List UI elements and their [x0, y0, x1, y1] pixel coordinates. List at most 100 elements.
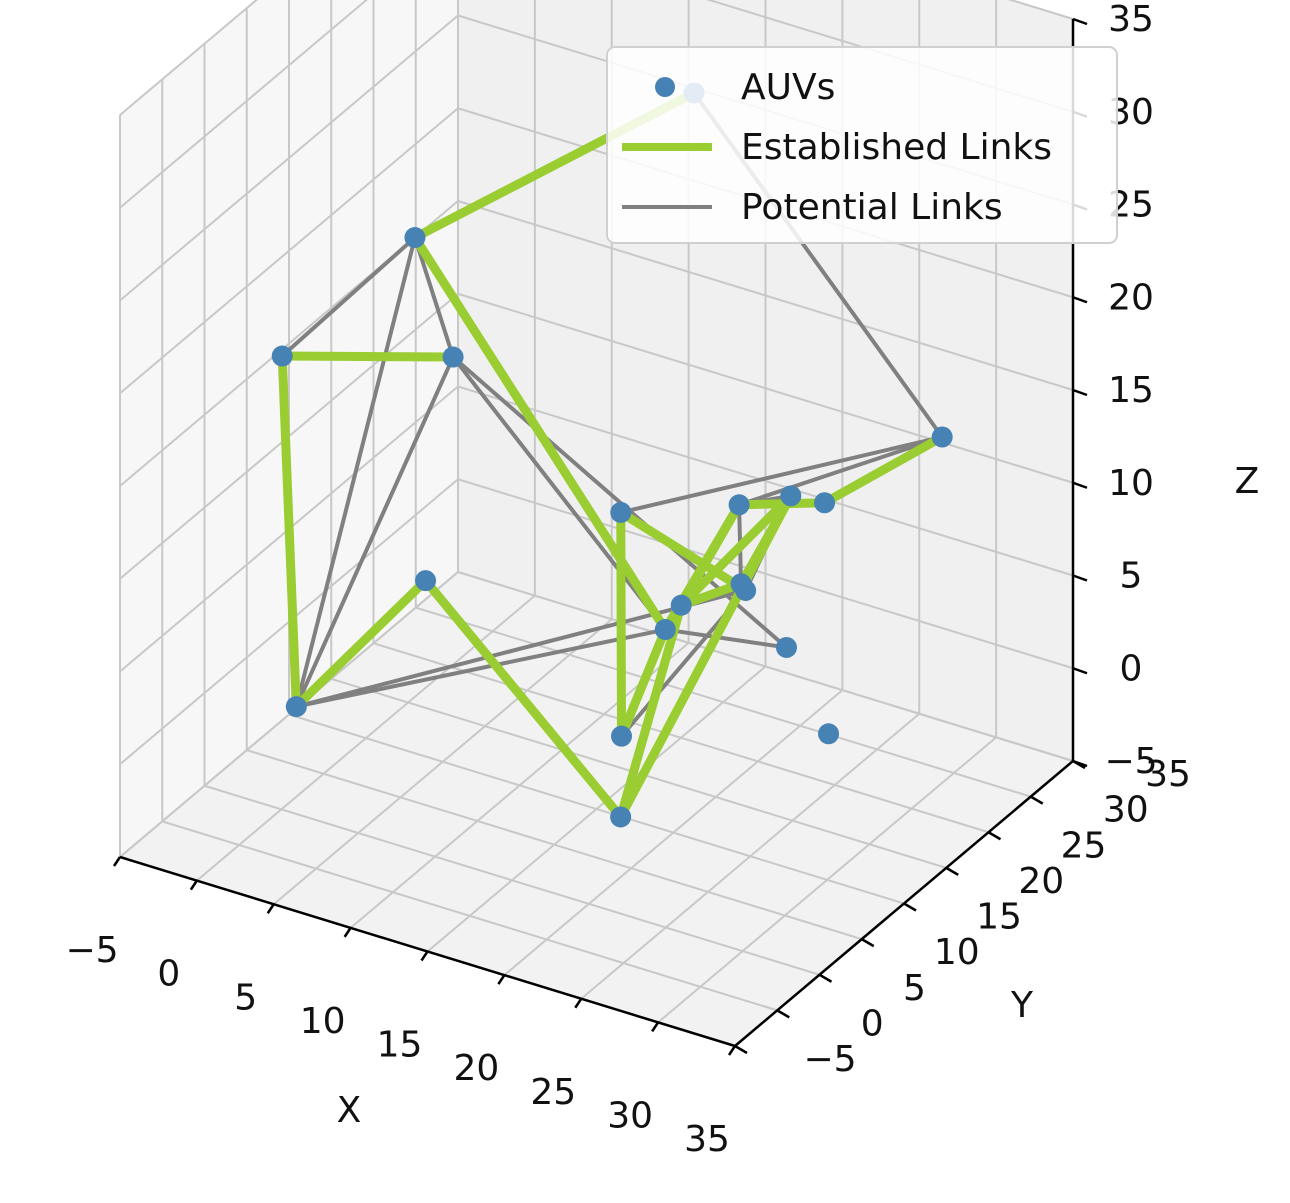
y-tick: [776, 1009, 790, 1019]
grid-y-floor: [288, 713, 905, 905]
auv-point-D: [442, 346, 464, 368]
established-link-O-P: [676, 579, 746, 610]
y-tick: [734, 1044, 748, 1055]
y-tick-label: −5: [803, 1039, 856, 1080]
y-tick-label: 30: [1103, 790, 1149, 831]
auv-point-R: [610, 806, 632, 828]
auv-point-P: [730, 573, 752, 595]
established-link-C-D: [277, 351, 458, 362]
grid-z-back: [457, 200, 1074, 391]
auv-point-M: [775, 636, 797, 658]
potential-link-E-L: [295, 588, 747, 709]
grid-y-floor: [373, 642, 989, 834]
z-tick-label: 0: [1120, 648, 1143, 689]
y-tick-label: 35: [1145, 754, 1191, 795]
grid-y-floor: [161, 820, 778, 1012]
established-link-O-Q: [676, 491, 796, 610]
z-tick-label: 5: [1120, 556, 1143, 597]
y-tick-label: 10: [934, 932, 980, 973]
auv-point-Q: [780, 485, 802, 507]
legend: AUVs Established Links Potential Links: [606, 46, 1118, 244]
potential-link-D-E: [294, 356, 455, 708]
potential-link-F-I: [620, 435, 943, 515]
potential-link-E-G: [295, 627, 666, 709]
auv-point-I: [931, 426, 953, 448]
y-tick-label: 15: [976, 897, 1022, 938]
established-link-F-H: [616, 507, 627, 741]
established-link-R-Q: [616, 491, 796, 822]
z-tick: [1072, 296, 1088, 304]
x-tick-label: 5: [234, 977, 257, 1018]
y-tick: [818, 973, 833, 983]
y-tick: [945, 866, 959, 876]
auv-point-J: [814, 492, 836, 514]
auv-point-E: [285, 696, 307, 718]
y-tick: [1030, 795, 1044, 805]
established-link-R-O: [616, 600, 686, 822]
established-link-C-E: [277, 351, 301, 712]
x-axis-label: X: [337, 1090, 362, 1131]
z-tick-label: 10: [1108, 463, 1154, 504]
auv-point-S: [415, 570, 437, 592]
established-link-J-I: [820, 432, 947, 508]
grid-z-left: [119, 0, 368, 209]
legend-potential-label: Potential Links: [741, 187, 1003, 228]
x-tick: [266, 903, 275, 914]
x-tick-label: 25: [530, 1072, 576, 1113]
established-links: [277, 88, 947, 822]
grid-z-back: [457, 571, 1074, 762]
potential-link-B-D: [413, 236, 455, 358]
z-tick-label: 35: [1108, 0, 1154, 40]
grid-y-floor: [415, 606, 1032, 798]
x-tick-label: 0: [157, 954, 180, 995]
potential-link-B-C: [280, 236, 417, 358]
x-tick: [189, 879, 198, 891]
legend-auv-marker: [655, 77, 675, 97]
auv-point-G: [654, 619, 676, 641]
grid-z-back: [457, 478, 1074, 670]
x-tick-label: −5: [65, 930, 118, 971]
grid-y-floor: [204, 784, 820, 976]
y-tick-label: 5: [903, 968, 926, 1009]
auv-point-B: [404, 227, 426, 249]
z-tick: [1072, 759, 1088, 768]
grid-z-left: [119, 14, 459, 302]
grid-z-back: [457, 292, 1074, 484]
x-tick-label: 30: [607, 1095, 653, 1136]
x-tick-label: 35: [684, 1119, 730, 1160]
legend-box: [606, 46, 1118, 244]
z-axis-label: Z: [1235, 461, 1260, 502]
x-tick-label: 10: [300, 1001, 346, 1042]
grid-z-back: [457, 385, 1074, 577]
grid-z-left: [119, 571, 459, 858]
y-axis-label: Y: [1010, 985, 1034, 1026]
x-tick-label: 20: [453, 1048, 499, 1089]
z-tick-label: 20: [1108, 277, 1154, 318]
x-tick: [420, 950, 429, 962]
y-tick: [987, 831, 1002, 841]
established-link-F-L: [616, 507, 751, 595]
z-tick: [1072, 667, 1088, 675]
x-tick: [497, 974, 506, 985]
z-tick: [1072, 574, 1088, 582]
auv-point-O: [670, 594, 692, 616]
potential-link-G-M: [665, 627, 787, 650]
z-tick: [1072, 481, 1088, 489]
x-tick-label: 15: [377, 1025, 423, 1066]
tick-labels: −505101520253035−505101520253035−5051015…: [65, 0, 1190, 1160]
grid-y-floor: [246, 749, 863, 941]
x-tick: [343, 927, 352, 938]
y-tick-label: 0: [861, 1003, 884, 1044]
y-tick: [861, 938, 875, 948]
y-tick-label: 25: [1061, 825, 1107, 866]
auv-point-N: [818, 723, 840, 745]
established-link-E-S: [291, 576, 431, 712]
auv-point-H: [611, 725, 633, 747]
auv-point-C: [271, 345, 293, 367]
legend-established-label: Established Links: [741, 127, 1052, 168]
x-tick: [574, 998, 583, 1009]
z-tick: [1072, 17, 1088, 26]
established-link-S-R: [421, 576, 626, 822]
z-tick: [1072, 388, 1088, 397]
